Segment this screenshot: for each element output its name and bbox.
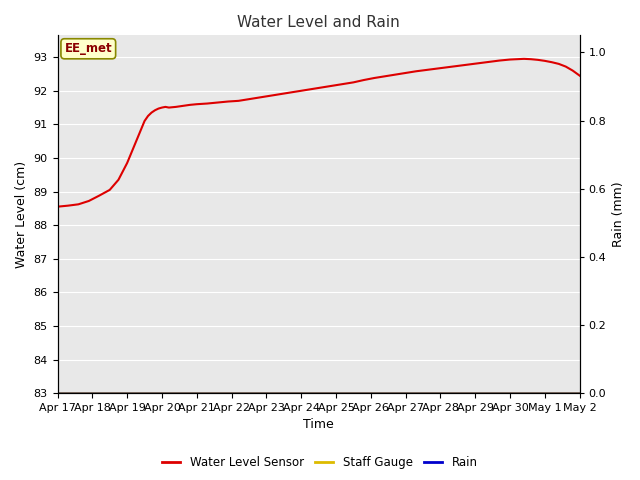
- Title: Water Level and Rain: Water Level and Rain: [237, 15, 400, 30]
- Legend: Water Level Sensor, Staff Gauge, Rain: Water Level Sensor, Staff Gauge, Rain: [157, 452, 483, 474]
- Text: EE_met: EE_met: [65, 42, 112, 55]
- Y-axis label: Water Level (cm): Water Level (cm): [15, 161, 28, 268]
- Y-axis label: Rain (mm): Rain (mm): [612, 181, 625, 247]
- X-axis label: Time: Time: [303, 419, 334, 432]
